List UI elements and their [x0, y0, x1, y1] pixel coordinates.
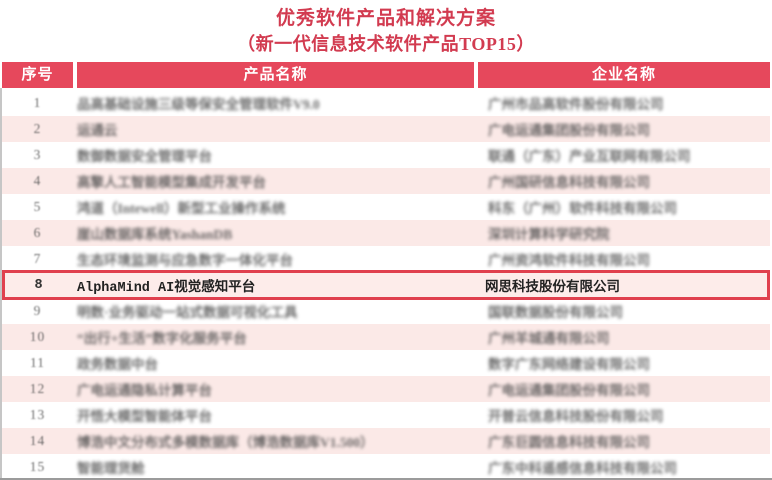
page-title: 优秀软件产品和解决方案: [275, 8, 496, 29]
row-product: AlphaMind AI视觉感知平台: [77, 280, 256, 296]
table-row: 13 开悟大模型智能体平台 开普云信息科技股份有限公司: [2, 402, 770, 428]
row-num: 10: [29, 329, 46, 344]
row-product: 运通云: [77, 123, 118, 138]
row-num: 15: [29, 459, 46, 474]
row-num: 13: [29, 407, 46, 422]
table-row: 8 AlphaMind AI视觉感知平台 网思科技股份有限公司: [2, 270, 770, 300]
row-company: 数字广东网络建设有限公司: [488, 357, 650, 372]
row-company: 广东中科遥感信息科技有限公司: [488, 461, 677, 476]
row-num: 9: [33, 303, 42, 318]
row-product: 生态环境监测与应急数字一体化平台: [77, 253, 293, 268]
scan-bottom-edge-artifact: [0, 478, 772, 480]
row-company: 网思科技股份有限公司: [485, 280, 620, 296]
row-num: 2: [33, 121, 42, 136]
row-company: 深圳计算科学研究院: [488, 227, 610, 242]
row-num: 3: [33, 147, 42, 162]
table-row: 9 明数·业务驱动一站式数据可视化工具 国联数据股份有限公司: [2, 298, 770, 324]
row-company: 科东（广州）软件科技有限公司: [488, 201, 677, 216]
table-row: 14 博浩中文分布式多模数据库（博浩数据库V1.500） 广东巨圆信息科技有限公…: [2, 428, 770, 454]
table-row: 12 广电运通隐私计算平台 广电运通集团股份有限公司: [2, 376, 770, 402]
row-product: 品高基础设施三级等保安全管理软件V9.0: [77, 97, 320, 112]
table-row: 5 鸿道（Intewell）新型工业操作系统 科东（广州）软件科技有限公司: [2, 194, 770, 220]
row-num: 14: [29, 433, 46, 448]
table-row: 7 生态环境监测与应急数字一体化平台 广州资鸿软件科技有限公司: [2, 246, 770, 272]
row-product: 数御数据安全管理平台: [77, 149, 212, 164]
row-product: 智能理货舱: [77, 461, 145, 476]
column-header-company-name: 企业名称: [478, 62, 770, 88]
table-row: 3 数御数据安全管理平台 联通（广东）产业互联网有限公司: [2, 142, 770, 168]
row-num: 6: [33, 225, 42, 240]
row-company: 国联数据股份有限公司: [488, 305, 623, 320]
row-product: 广电运通隐私计算平台: [77, 383, 212, 398]
row-company: 广州市品高软件股份有限公司: [488, 97, 664, 112]
table-row: 4 高擎人工智能模型集成开发平台 广州国研信息科技有限公司: [2, 168, 770, 194]
row-company: 广州国研信息科技有限公司: [488, 175, 650, 190]
row-company: 开普云信息科技股份有限公司: [488, 409, 664, 424]
row-num: 11: [30, 355, 45, 370]
table-row: 2 运通云 广电运通集团股份有限公司: [2, 116, 770, 142]
row-company: 广州资鸿软件科技有限公司: [488, 253, 650, 268]
table-row: 6 崖山数据库系统YashanDB 深圳计算科学研究院: [2, 220, 770, 246]
row-product: 开悟大模型智能体平台: [77, 409, 212, 424]
row-company: 广电运通集团股份有限公司: [488, 383, 650, 398]
row-num: 12: [29, 381, 46, 396]
row-num: 8: [34, 277, 44, 293]
row-product: 鸿道（Intewell）新型工业操作系统: [77, 201, 286, 216]
row-company: 联通（广东）产业互联网有限公司: [488, 149, 691, 164]
table-row: 11 政务数据中台 数字广东网络建设有限公司: [2, 350, 770, 376]
scan-left-edge-artifact: [0, 88, 2, 478]
row-product: 政务数据中台: [77, 357, 158, 372]
row-company: 广州羊城通有限公司: [488, 331, 610, 346]
row-product: 明数·业务驱动一站式数据可视化工具: [77, 305, 298, 320]
page-subtitle: （新一代信息技术软件产品TOP15）: [237, 34, 535, 54]
table-row: 10 “出行+生活”数字化服务平台 广州羊城通有限公司: [2, 324, 770, 350]
row-company: 广电运通集团股份有限公司: [488, 123, 650, 138]
row-product: 高擎人工智能模型集成开发平台: [77, 175, 266, 190]
row-product: 崖山数据库系统YashanDB: [77, 227, 233, 242]
row-num: 5: [33, 199, 42, 214]
table-row: 1 品高基础设施三级等保安全管理软件V9.0 广州市品高软件股份有限公司: [2, 90, 770, 116]
column-header-index: 序号: [2, 62, 73, 88]
row-num: 1: [33, 95, 42, 110]
row-company: 广东巨圆信息科技有限公司: [488, 435, 650, 450]
table-header: 序号 产品名称 企业名称: [2, 62, 770, 88]
column-header-product-name: 产品名称: [77, 62, 474, 88]
row-product: 博浩中文分布式多模数据库（博浩数据库V1.500）: [77, 435, 374, 450]
row-product: “出行+生活”数字化服务平台: [77, 331, 247, 346]
row-num: 7: [33, 251, 42, 266]
table-row: 15 智能理货舱 广东中科遥感信息科技有限公司: [2, 454, 770, 480]
table-body: 1 品高基础设施三级等保安全管理软件V9.0 广州市品高软件股份有限公司 2 运…: [2, 90, 770, 480]
row-num: 4: [33, 173, 42, 188]
